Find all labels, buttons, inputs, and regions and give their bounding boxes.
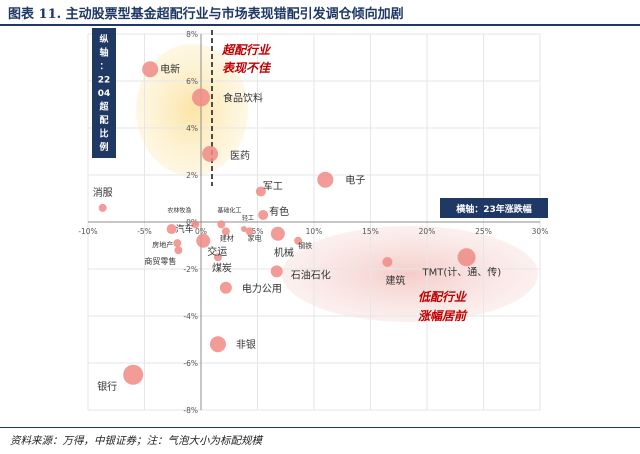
bubble-point	[294, 236, 303, 245]
bubble-point	[191, 220, 200, 229]
y-tick-label: 6%	[186, 77, 198, 86]
x-tick-label: -5%	[137, 227, 152, 236]
point-label: 钢铁	[298, 241, 312, 250]
bubble-point	[240, 226, 247, 233]
point-label: 房地产	[152, 240, 173, 249]
point-label: 农林牧渔	[167, 206, 191, 214]
bubble-point	[457, 248, 476, 267]
bubble-point	[217, 220, 226, 229]
point-label: 食品饮料	[223, 91, 263, 104]
bubble-point	[255, 186, 266, 197]
x-tick-label: 15%	[362, 227, 379, 236]
x-tick-label: 5%	[252, 227, 264, 236]
x-tick-label: 25%	[475, 227, 492, 236]
point-label: 建筑	[385, 274, 405, 287]
y-tick-label: -2%	[183, 265, 198, 274]
bubble-point	[98, 203, 107, 212]
point-label: 机械	[274, 246, 294, 259]
ylabel-text: 比	[99, 128, 108, 140]
x-tick-label: 10%	[306, 227, 323, 236]
bubble-point	[258, 209, 269, 220]
x-tick-label: 20%	[419, 227, 436, 236]
point-label: 银行	[97, 380, 117, 393]
point-label: 汽车	[176, 223, 194, 235]
underweight-annotation: 涨幅居前	[418, 309, 468, 323]
point-label: 医药	[230, 150, 250, 162]
point-label: 电力公用	[242, 282, 282, 295]
x-tick-label: 30%	[532, 227, 549, 236]
point-label: 电新	[160, 62, 180, 75]
y-tick-label: 8%	[186, 30, 198, 39]
x-tick-label: -10%	[78, 227, 97, 236]
overweight-annotation: 表现不佳	[222, 61, 272, 75]
bubble-point	[192, 88, 210, 107]
y-tick-label: -8%	[183, 406, 198, 415]
point-label: 煤炭	[212, 261, 232, 274]
ylabel-text: 04	[98, 89, 111, 99]
figure-title: 图表 11. 主动股票型基金超配行业与市场表现错配引发调仓倾向加剧	[8, 7, 404, 22]
bubble-point	[221, 227, 230, 236]
ylabel-text: 22	[98, 76, 111, 86]
ylabel-text: 配	[99, 115, 108, 126]
bubble-point	[382, 256, 393, 267]
underweight-annotation: 低配行业	[418, 290, 468, 304]
bubble-point	[166, 224, 177, 235]
point-label: 军工	[263, 180, 283, 192]
scatter-chart: -10%-5%0%5%10%15%20%25%30%8%6%4%2%0%-2%-…	[78, 28, 549, 415]
point-label: 建材	[220, 233, 234, 242]
bubble-point	[209, 336, 226, 353]
source-note: 资料来源：万得，中银证券；注：气泡大小为标配规模	[10, 435, 262, 447]
bubble-point	[213, 253, 222, 262]
point-label: 石油石化	[291, 268, 331, 281]
ylabel-text: 纵	[99, 33, 108, 45]
ylabel-text: 超	[98, 101, 109, 113]
underweight-highlight-ellipse	[282, 226, 538, 322]
xlabel-text: 横轴：23年涨跌幅	[456, 203, 532, 215]
ylabel-text: 例	[99, 141, 108, 153]
figure-title-bar	[0, 0, 640, 26]
point-label: 基础化工	[217, 206, 241, 214]
overweight-highlight-ellipse	[136, 44, 248, 176]
bubble-point	[173, 239, 182, 248]
point-label: 家电	[248, 233, 262, 242]
bubble-point	[123, 364, 144, 385]
footer-rule	[0, 427, 640, 428]
ylabel-box	[92, 28, 116, 158]
overweight-annotation: 超配行业	[221, 43, 272, 57]
y-tick-label: 2%	[186, 171, 198, 180]
ylabel-text: ：	[99, 62, 108, 72]
point-label: 有色	[269, 205, 289, 218]
point-label: 消服	[93, 186, 113, 199]
ylabel-text: 轴	[99, 47, 108, 59]
point-label: 商贸零售	[144, 256, 176, 266]
bubble-point	[270, 226, 285, 241]
bubble-point	[196, 233, 211, 248]
point-label: 电子	[345, 174, 365, 187]
point-label: TMT(计、通、传)	[422, 265, 502, 278]
point-label: 非银	[236, 338, 256, 351]
bubble-point	[245, 227, 254, 236]
bubble-point	[270, 265, 283, 278]
bubble-point	[142, 61, 159, 78]
bubble-point	[174, 246, 183, 255]
bubble-point	[317, 171, 334, 188]
bubble-point	[219, 281, 232, 294]
y-tick-label: 4%	[186, 124, 198, 133]
bubble-point	[202, 145, 219, 162]
xlabel-box	[440, 198, 548, 218]
point-label: 交运	[207, 245, 227, 258]
point-label: 轻工	[242, 214, 254, 222]
x-tick-label: 0%	[195, 227, 207, 236]
y-tick-label: -6%	[183, 359, 198, 368]
y-tick-label: -4%	[183, 312, 198, 321]
